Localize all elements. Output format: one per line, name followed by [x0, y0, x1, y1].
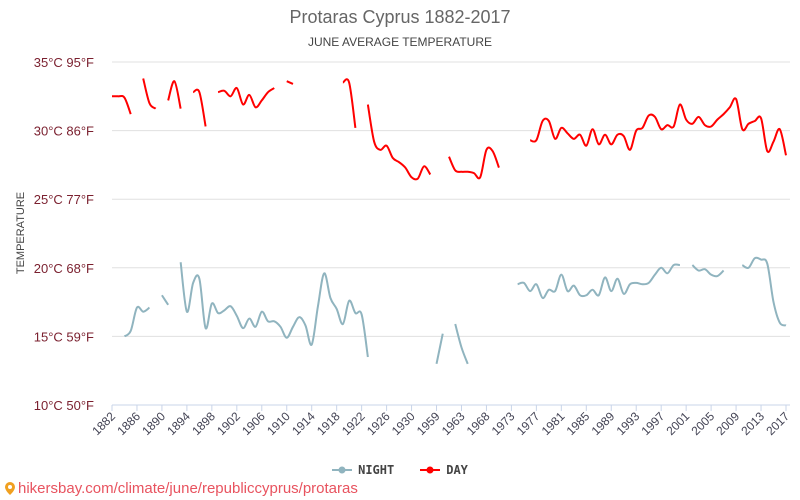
y-axis-title: TEMPERATURE: [15, 192, 27, 274]
series-line-day: [286, 80, 294, 85]
series-line-night: [517, 263, 681, 299]
legend-label-night: NIGHT: [358, 463, 395, 477]
x-tick-label: 1985: [564, 409, 593, 438]
series-line-day: [529, 97, 787, 156]
chart-subtitle: JUNE AVERAGE TEMPERATURE: [307, 35, 493, 49]
x-tick-label: 1997: [639, 409, 668, 438]
source-url: hikersbay.com/climate/june/republiccypru…: [18, 480, 358, 497]
chart-title: Protaras Cyprus 1882-2017: [289, 7, 511, 27]
x-tick-label: 1926: [364, 409, 393, 438]
x-tick-label: 1902: [214, 409, 243, 438]
series-line-day: [366, 104, 432, 181]
series-line-day: [167, 80, 182, 109]
x-tick-label: 1898: [189, 409, 218, 438]
legend-item-night[interactable]: NIGHT: [332, 463, 394, 477]
day-marker-icon: [420, 466, 441, 474]
x-tick-label: 1918: [314, 409, 343, 438]
legend-item-day[interactable]: DAY: [420, 463, 468, 477]
series-line-night: [123, 305, 151, 338]
series-line-night: [435, 333, 444, 365]
x-tick-label: 1981: [539, 409, 568, 438]
x-tick-label: 2013: [738, 409, 767, 438]
location-pin-icon: [5, 482, 15, 495]
series-line-day: [142, 78, 157, 110]
x-tick-label: 1910: [264, 409, 293, 438]
series-line-day: [192, 88, 207, 127]
series-line-day: [448, 146, 500, 180]
y-tick-label: 35°C 95°F: [34, 55, 94, 70]
series-line-night: [691, 264, 725, 278]
x-tick-label: 2017: [763, 409, 792, 438]
x-tick-label: 1973: [489, 409, 518, 438]
x-tick-label: 1922: [339, 409, 368, 438]
legend-label-day: DAY: [446, 463, 468, 477]
x-tick-label: 1963: [439, 409, 468, 438]
x-tick-label: 1959: [414, 409, 443, 438]
series-line-day: [342, 78, 357, 128]
x-tick-label: 1977: [514, 409, 543, 438]
x-tick-label: 1886: [114, 409, 143, 438]
series-line-day: [111, 94, 132, 115]
x-tick-label: 2005: [688, 409, 717, 438]
series-line-night: [161, 294, 170, 306]
x-tick-label: 2009: [713, 409, 742, 438]
y-tick-label: 15°C 59°F: [34, 329, 94, 344]
x-tick-label: 1882: [89, 409, 118, 438]
x-tick-label: 2001: [663, 409, 692, 438]
x-tick-label: 1914: [289, 409, 318, 438]
legend: NIGHT DAY: [0, 463, 800, 477]
series-line-night: [179, 262, 369, 358]
y-tick-label: 20°C 68°F: [34, 261, 94, 276]
x-tick-label: 1906: [239, 409, 268, 438]
x-tick-label: 1930: [389, 409, 418, 438]
x-tick-label: 1894: [164, 409, 193, 438]
source-link[interactable]: hikersbay.com/climate/june/republiccypru…: [4, 480, 358, 497]
x-tick-label: 1993: [614, 409, 643, 438]
y-tick-label: 10°C 50°F: [34, 398, 94, 413]
night-marker-icon: [332, 466, 353, 474]
y-tick-label: 30°C 86°F: [34, 124, 94, 139]
x-tick-label: 1890: [139, 409, 168, 438]
y-tick-label: 25°C 77°F: [34, 192, 94, 207]
x-tick-label: 1989: [589, 409, 618, 438]
x-tick-label: 1968: [464, 409, 493, 438]
series-line-day: [217, 87, 275, 109]
series-line-night: [741, 256, 787, 327]
series-line-night: [454, 323, 469, 365]
